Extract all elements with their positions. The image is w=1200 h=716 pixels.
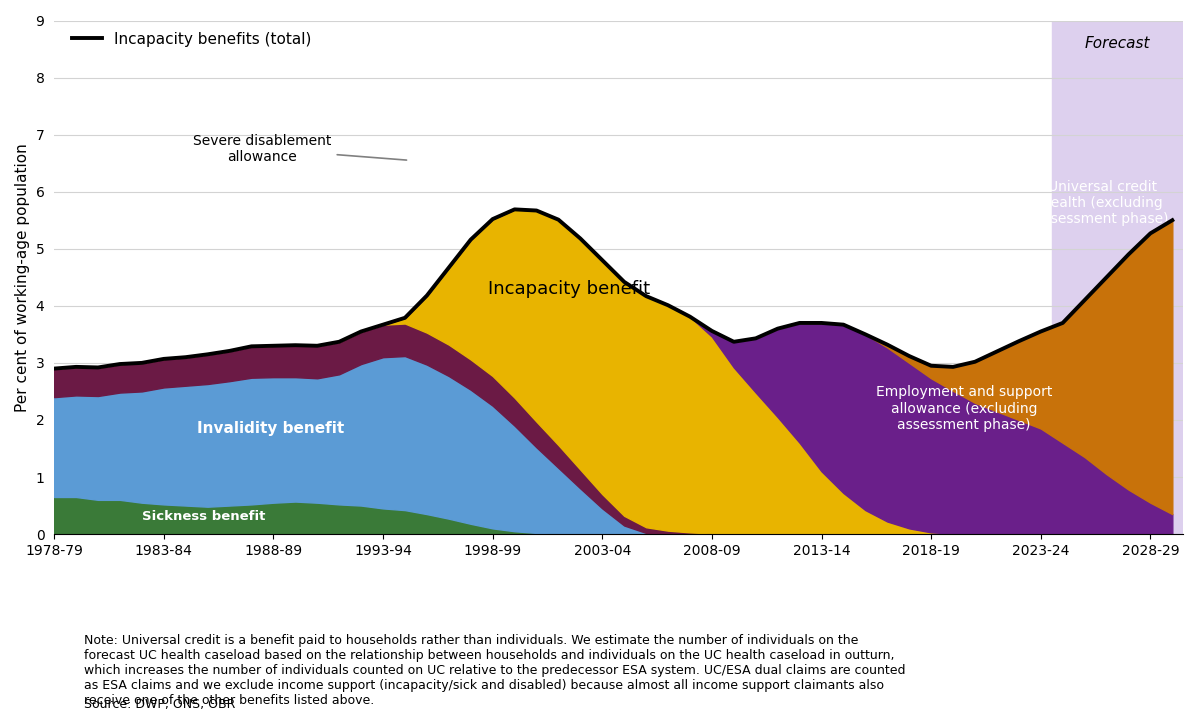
Text: Source: DWP, ONS, OBR: Source: DWP, ONS, OBR — [84, 698, 235, 711]
Text: Employment and support
allowance (excluding
assessment phase): Employment and support allowance (exclud… — [876, 385, 1052, 432]
Text: Severe disablement
allowance: Severe disablement allowance — [193, 134, 407, 164]
Y-axis label: Per cent of working-age population: Per cent of working-age population — [16, 143, 30, 412]
Text: Sickness benefit: Sickness benefit — [142, 511, 265, 523]
Text: Incapacity benefit: Incapacity benefit — [488, 280, 650, 298]
Text: Forecast: Forecast — [1085, 37, 1151, 52]
Text: Invalidity benefit: Invalidity benefit — [197, 421, 344, 436]
Text: Note: Universal credit is a benefit paid to households rather than individuals. : Note: Universal credit is a benefit paid… — [84, 634, 906, 707]
Bar — [1051, 21, 1183, 534]
Legend: Incapacity benefits (total): Incapacity benefits (total) — [66, 26, 318, 53]
Text: Universal credit
health (excluding
assessment phase): Universal credit health (excluding asses… — [1036, 180, 1169, 226]
